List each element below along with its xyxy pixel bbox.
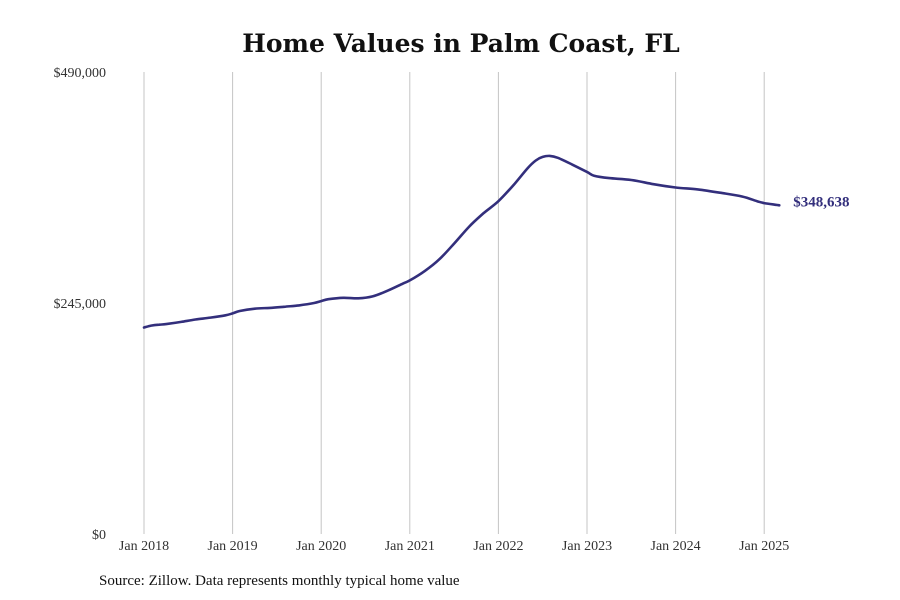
y-tick-label: $0 — [92, 528, 106, 543]
chart-title: Home Values in Palm Coast, FL — [242, 29, 680, 58]
source-note: Source: Zillow. Data represents monthly … — [99, 573, 460, 589]
grid-lines — [143, 72, 765, 534]
x-tick-label: Jan 2020 — [296, 539, 346, 554]
x-tick-label: Jan 2022 — [473, 539, 523, 554]
x-tick-label: Jan 2023 — [562, 539, 612, 554]
end-value-label: $348,638 — [793, 194, 849, 210]
series-line — [142, 154, 781, 329]
x-tick-label: Jan 2025 — [739, 539, 789, 554]
y-axis: $0 $245,000 $490,000 — [54, 66, 107, 543]
plot-area: $348,638 — [142, 154, 850, 329]
x-tick-label: Jan 2018 — [119, 539, 169, 554]
x-tick-label: Jan 2024 — [651, 539, 701, 554]
y-tick-label: $490,000 — [54, 66, 107, 81]
x-tick-label: Jan 2021 — [385, 539, 435, 554]
y-tick-label: $245,000 — [54, 297, 107, 312]
x-axis: Jan 2018 Jan 2019 Jan 2020 Jan 2021 Jan 2022… — [119, 539, 789, 554]
x-tick-label: Jan 2019 — [208, 539, 258, 554]
line-chart: Home Values in Palm Coast, FL $0 $245,000… — [54, 29, 850, 554]
